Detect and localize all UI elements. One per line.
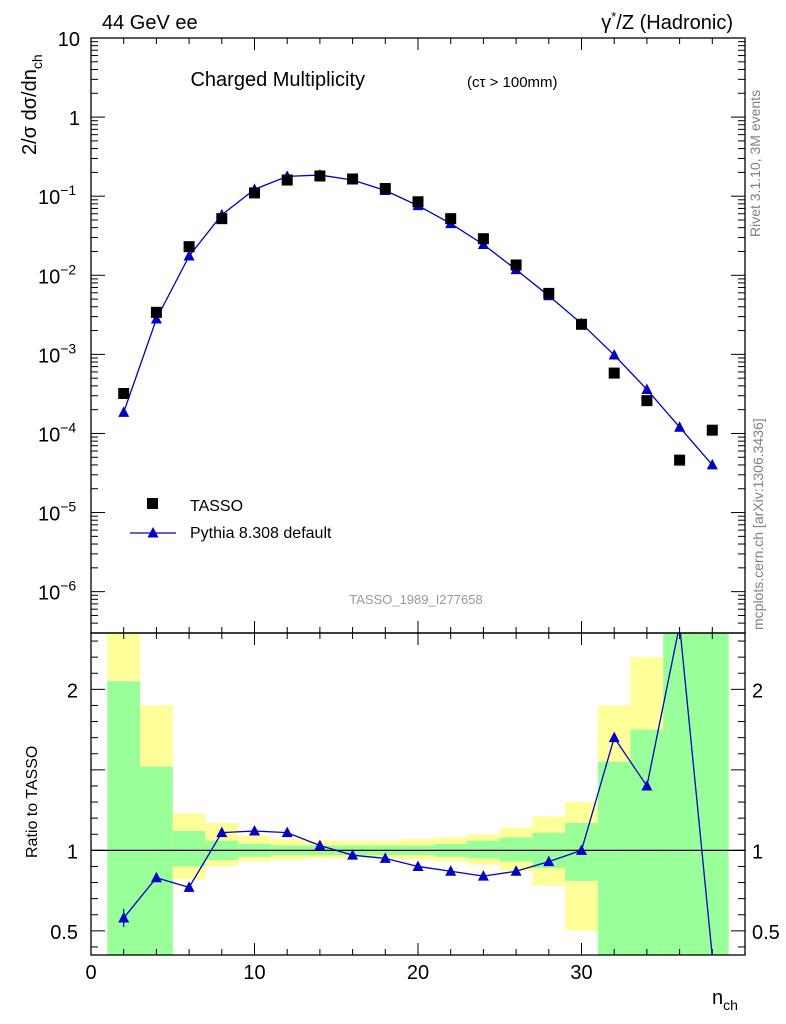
ratio-stat-band-11 (467, 840, 500, 859)
mc-point (118, 406, 130, 417)
mc-point (674, 421, 686, 432)
ratio-y-tick-label-left: 0.5 (50, 922, 78, 944)
data-point (118, 388, 130, 400)
data-point (249, 187, 260, 199)
x-tick-label: 0 (85, 962, 96, 984)
data-point (641, 395, 653, 407)
mc-point (706, 458, 718, 470)
ratio-point (150, 871, 162, 883)
data-point (216, 213, 228, 225)
ratio-stat-band-17 (663, 633, 696, 955)
chart-title: Charged Multiplicity (190, 69, 365, 91)
legend: TASSO Pythia 8.308 default (130, 498, 332, 542)
ratio-point (608, 731, 620, 743)
ratio-stat-band-18 (695, 633, 729, 955)
y-tick-label: 10−6 (38, 578, 76, 605)
chart-title-note: (cτ > 100mm) (467, 74, 558, 91)
ratio-uncertainty-bands (107, 633, 729, 955)
ratio-point (412, 860, 424, 871)
ratio-point (314, 839, 326, 851)
mc-point (183, 250, 195, 261)
data-point (608, 367, 620, 379)
main-plot-frame (90, 37, 746, 634)
y-tick-label: 10−4 (38, 419, 76, 446)
legend-label-tasso: TASSO (190, 498, 243, 515)
ratio-stat-band-2 (172, 831, 206, 867)
analysis-id-label: TASSO_1989_I277658 (349, 592, 482, 607)
ratio-stat-band-16 (630, 729, 664, 955)
y-tick-label: 10−1 (38, 182, 76, 209)
data-point (477, 233, 489, 245)
ratio-point (183, 881, 195, 892)
legend-marker-pythia (147, 527, 159, 538)
ratio-point (477, 870, 489, 881)
ratio-point (347, 849, 359, 860)
ratio-point (445, 865, 457, 876)
data-point (510, 259, 522, 271)
main-plot-marks (118, 169, 718, 470)
x-tick-label: 30 (570, 962, 592, 984)
ratio-y-axis-label: Ratio to TASSO (24, 746, 41, 858)
ratio-point (216, 826, 228, 838)
y-tick-label: 10−2 (38, 261, 76, 288)
ratio-point (249, 825, 260, 836)
ratio-point (641, 779, 653, 791)
data-point (347, 173, 359, 185)
x-tick-label: 20 (407, 962, 429, 984)
ratio-point (576, 844, 587, 855)
ratio-y-tick-label-right: 2 (752, 680, 763, 702)
ratio-point (510, 865, 522, 876)
legend-label-pythia: Pythia 8.308 default (190, 525, 332, 542)
data-point (576, 318, 587, 330)
header-left-label: 44 GeV ee (102, 12, 198, 34)
ratio-series (118, 633, 713, 955)
mc-point (608, 349, 620, 360)
y-tick-label: 10−3 (38, 340, 76, 367)
y-tick-label: 10 (58, 29, 80, 51)
header-right-label: γ*/Z (Hadronic) (601, 9, 733, 34)
ratio-point (379, 852, 391, 863)
data-point (543, 287, 555, 299)
axis-tick-labels: 0 10 20 30 10 1 10−1 10−2 10−3 10−4 10−5 10−6 0.5 0.5… (38, 29, 780, 984)
ratio-y-tick-label-right: 1 (752, 841, 763, 863)
ratio-y-tick-label-left: 1 (67, 841, 78, 863)
legend-marker-tasso (147, 498, 158, 509)
data-point (281, 174, 293, 186)
ratio-stat-band-15 (597, 761, 631, 955)
y-axis-label: 2/σ dσ/dnch (19, 54, 45, 155)
data-point (706, 424, 718, 436)
data-point (445, 213, 457, 225)
axis-ticks (90, 37, 746, 955)
data-point (412, 196, 424, 208)
data-point (150, 306, 162, 318)
mcplots-reference-label: mcplots.cern.ch [arXiv:1306.3436] (750, 418, 766, 630)
data-point (314, 170, 326, 182)
mc-point (150, 313, 162, 324)
data-point (674, 454, 686, 466)
y-tick-label: 10−5 (38, 499, 76, 526)
mc-line (123, 174, 713, 466)
x-tick-label: 10 (243, 962, 265, 984)
rivet-version-label: Rivet 3.1.10, 3M events (747, 90, 763, 237)
ratio-stat-band-1 (140, 766, 173, 955)
ratio-stat-band-12 (499, 837, 533, 862)
ratio-y-tick-label-left: 2 (67, 680, 78, 702)
mc-point (641, 383, 653, 394)
ratio-plot-marks (118, 633, 713, 955)
ratio-y-tick-label-right: 0.5 (752, 922, 780, 944)
data-point (379, 183, 391, 195)
y-tick-label: 1 (69, 108, 80, 130)
ratio-point (543, 855, 555, 867)
x-axis-label: nch (712, 987, 738, 1013)
ratio-point (281, 826, 293, 838)
data-point (183, 241, 195, 253)
